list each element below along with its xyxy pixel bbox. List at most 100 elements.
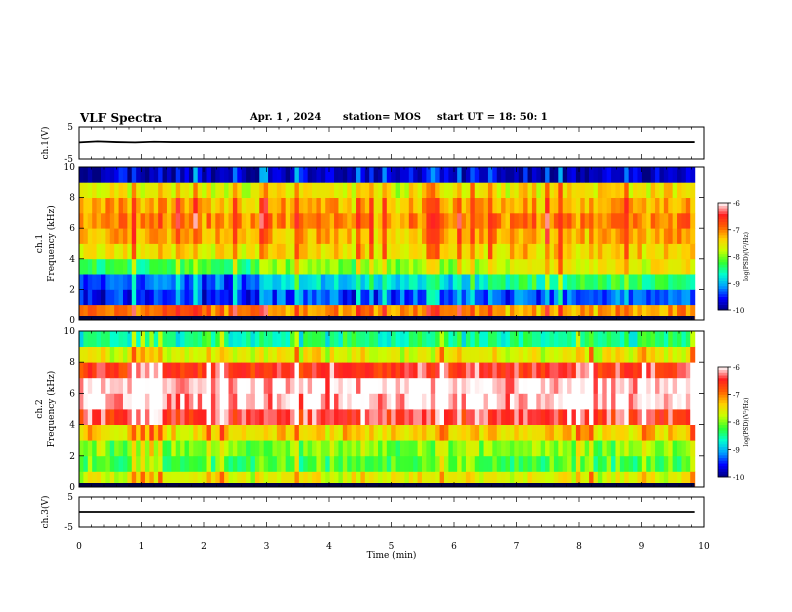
spectrogram-cell (237, 243, 243, 260)
spectrogram-cell (685, 393, 691, 410)
spectrogram-cell (351, 471, 357, 488)
spectrogram-cell (171, 243, 177, 260)
spectrogram-cell (325, 455, 331, 472)
spectrogram-cell (536, 409, 542, 425)
spectrogram-cell (272, 393, 278, 410)
spectrogram-cell (246, 167, 252, 183)
spectrogram-cell (136, 471, 142, 488)
spectrogram-cell (492, 228, 498, 244)
colorbar-swatch (718, 245, 728, 249)
spectrogram-cell (96, 409, 102, 425)
spectrogram-cell (426, 393, 432, 410)
spectrogram-cell (96, 440, 102, 457)
spectrogram-cell (87, 304, 93, 321)
spectrogram-cell (435, 362, 441, 379)
spectrogram-cell (391, 258, 397, 275)
spectrogram-cell (690, 274, 696, 290)
spectrogram-cell (281, 182, 287, 198)
spectrogram-cell (637, 258, 643, 275)
spectrogram-cell (479, 274, 485, 290)
spectrogram-cell (668, 274, 674, 290)
spectrogram-cell (386, 331, 392, 347)
spectrogram-cell (232, 182, 238, 198)
spectrogram-cell (496, 228, 502, 244)
spectrogram-cell (100, 274, 106, 290)
spectrogram-cell (206, 167, 212, 183)
spectrogram-cell (553, 455, 559, 472)
spectrogram-cell (100, 258, 106, 275)
spectrogram-cell (136, 409, 142, 425)
spectrogram-cell (571, 455, 577, 472)
spectrogram-cell (114, 377, 120, 394)
spectrogram-cell (505, 304, 511, 321)
spectrogram-cell (540, 243, 546, 260)
spectrogram-cell (290, 289, 296, 306)
spectrogram-cell (523, 455, 529, 472)
spectrogram-cell (646, 424, 652, 441)
spectrogram-cell (122, 393, 128, 410)
spectrogram-cell (457, 258, 463, 275)
spectrogram-cell (342, 274, 348, 290)
spectrogram-cell (188, 212, 194, 229)
spectrogram-cell (158, 471, 164, 488)
spectrogram-cell (461, 182, 467, 198)
spectrogram-cell (589, 274, 595, 290)
spectrogram-cell (641, 440, 647, 457)
spectrogram-cell (246, 409, 252, 425)
spectrogram-cell (224, 377, 230, 394)
spectrogram-cell (342, 393, 348, 410)
spectrogram-cell (536, 362, 542, 379)
spectrogram-cell (391, 377, 397, 394)
spectrogram-cell (558, 258, 564, 275)
spectrogram-cell (281, 197, 287, 214)
spectrogram-cell (140, 424, 146, 441)
spectrogram-cell (663, 455, 669, 472)
spectrogram-cell (281, 228, 287, 244)
spectrogram-cell (290, 362, 296, 379)
spectrogram-cell (549, 440, 555, 457)
spectrogram-cell (175, 346, 181, 363)
spectrogram-cell (496, 346, 502, 363)
spectrogram-cell (149, 243, 155, 260)
spectrogram-cell (347, 258, 353, 275)
spectrogram-cell (171, 393, 177, 410)
spectrogram-cell (210, 393, 216, 410)
spectrogram-cell (562, 455, 568, 472)
spectrogram-cell (307, 212, 313, 229)
spectrogram-cell (140, 289, 146, 306)
spectrogram-cell (413, 182, 419, 198)
spectrogram-cell (298, 197, 304, 214)
spectrogram-cell (641, 228, 647, 244)
spectrogram-cell (246, 377, 252, 394)
spectrogram-cell (312, 362, 318, 379)
spectrogram-cell (378, 377, 384, 394)
spectrogram-cell (228, 377, 234, 394)
spectrogram-cell (303, 289, 309, 306)
spectrogram-cell (404, 228, 410, 244)
spectrogram-cell (246, 304, 252, 321)
spectrogram-cell (496, 274, 502, 290)
spectrogram-cell (96, 243, 102, 260)
spectrogram-cell (650, 331, 656, 347)
spectrogram-cell (505, 377, 511, 394)
spectrogram-cell (210, 289, 216, 306)
spectrogram-cell (351, 346, 357, 363)
spectrogram-cell (681, 440, 687, 457)
spectrogram-cell (492, 182, 498, 198)
date-label: Apr. 1 , 2024 (250, 112, 322, 123)
spectrogram-cell (452, 440, 458, 457)
spectrogram-cell (633, 167, 639, 183)
spectrogram-cell (202, 455, 208, 472)
spectrogram-cell (457, 304, 463, 321)
spectrogram-cell (435, 212, 441, 229)
spectrogram-cell (342, 455, 348, 472)
spectrogram-cell (523, 182, 529, 198)
spectrogram-cell (549, 182, 555, 198)
spectrogram-cell (254, 455, 260, 472)
spectrogram-cell (690, 167, 696, 183)
spectrogram-cell (303, 212, 309, 229)
spectrogram-cell (663, 197, 669, 214)
colorbar-swatch (718, 264, 728, 268)
spectrogram-cell (246, 455, 252, 472)
spectrogram-cell (400, 289, 405, 306)
